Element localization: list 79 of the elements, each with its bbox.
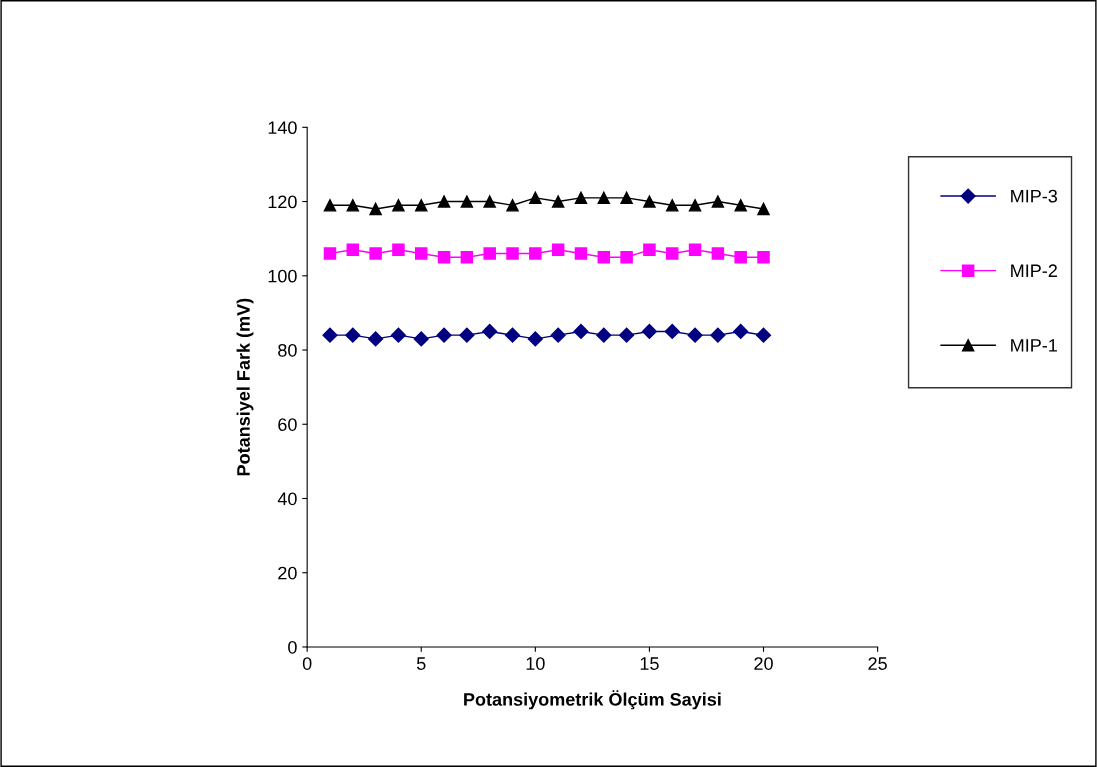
x-tick-label: 5 [416,657,426,670]
y-tick-label: 120 [268,195,297,209]
point [711,247,725,260]
point [596,327,612,343]
point [504,327,521,343]
point [620,191,633,205]
point [734,199,747,212]
y-tick-label: 80 [278,343,297,357]
point [483,247,496,260]
point [757,202,770,216]
point [345,327,361,343]
y-tick-label: 140 [268,121,297,135]
point [414,247,428,260]
x-tick-label: 25 [868,657,887,670]
point [413,331,429,347]
legend-label: MIP-3 [1011,189,1058,203]
point [643,195,656,208]
point [574,247,588,260]
point [346,199,360,212]
point [392,243,405,257]
point [482,323,498,340]
point [665,199,679,212]
y-tick-label: 100 [268,269,297,283]
point [574,191,588,205]
x-axis-title: Potansiyometrik Ölçüm Sayisi [464,690,721,710]
point [597,191,611,205]
point [757,250,770,264]
x-tick-label: 20 [754,657,773,670]
point [460,195,474,208]
point [437,250,451,264]
point [733,323,749,340]
point [664,323,680,340]
y-tick-label: 0 [288,640,297,654]
point [551,195,565,208]
point [322,327,338,343]
point [527,331,543,347]
point [620,250,633,264]
point [390,327,407,343]
x-tick-label: 15 [640,657,659,670]
point [755,327,772,343]
point [529,191,542,205]
point [323,247,337,260]
legend-label: MIP-1 [1011,339,1057,352]
point [368,331,384,347]
point [687,327,703,343]
point [641,323,657,340]
point [688,199,702,212]
point [460,250,474,264]
point [665,247,679,260]
point [597,250,611,264]
point [619,327,635,343]
point [506,247,519,260]
point [643,243,656,257]
point [323,199,337,212]
legend-label: MIP-2 [1011,264,1057,277]
y-tick-label: 40 [277,492,297,506]
point [414,199,428,212]
x-tick-label: 0 [302,657,312,670]
point [551,243,565,257]
point [369,202,382,216]
point [573,323,589,340]
point [711,195,725,208]
y-tick-label: 60 [278,418,297,431]
point [369,247,382,260]
point [437,195,451,208]
x-tick-label: 10 [526,657,545,670]
point [688,243,702,257]
y-tick-label: 20 [278,566,297,580]
point [346,243,360,257]
point [710,327,726,343]
point [459,327,475,343]
point [529,247,542,260]
point [392,199,405,212]
point [506,199,519,212]
point [734,250,747,264]
point [436,327,452,343]
y-axis-title: Potansiyel Fark (mV) [236,298,254,476]
point [550,327,566,343]
point [483,195,496,208]
